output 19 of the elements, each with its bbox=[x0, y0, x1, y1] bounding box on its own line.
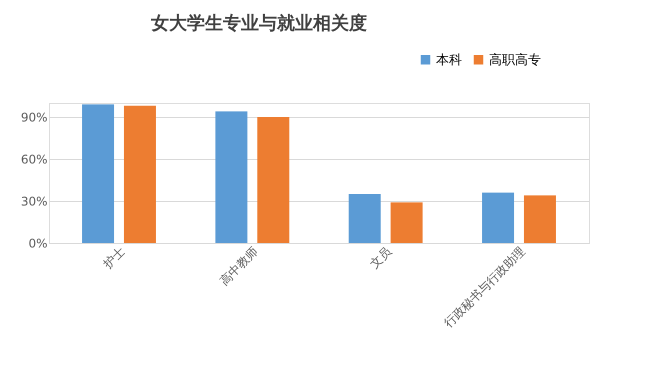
legend-label: 高职高专 bbox=[489, 52, 541, 68]
bar bbox=[82, 104, 114, 243]
bar bbox=[348, 194, 381, 243]
x-tick-label: 文员 bbox=[367, 244, 394, 271]
x-tick-label: 行政秘书与行政助理 bbox=[441, 244, 528, 330]
bar bbox=[124, 106, 156, 243]
bar bbox=[482, 192, 514, 243]
chart-title: 女大学生专业与就业相关度 bbox=[150, 13, 367, 34]
y-tick-label: 60% bbox=[20, 152, 48, 166]
bar bbox=[215, 111, 248, 243]
y-tick-label: 0% bbox=[28, 236, 48, 250]
bar bbox=[257, 117, 290, 243]
x-tick-label: 高中教师 bbox=[216, 244, 261, 288]
bar bbox=[524, 195, 556, 243]
x-tick-label: 护士 bbox=[100, 244, 128, 272]
bar bbox=[390, 202, 423, 243]
y-tick-label: 90% bbox=[20, 110, 48, 124]
y-tick-label: 30% bbox=[20, 194, 48, 208]
legend-label: 本科 bbox=[436, 52, 462, 68]
